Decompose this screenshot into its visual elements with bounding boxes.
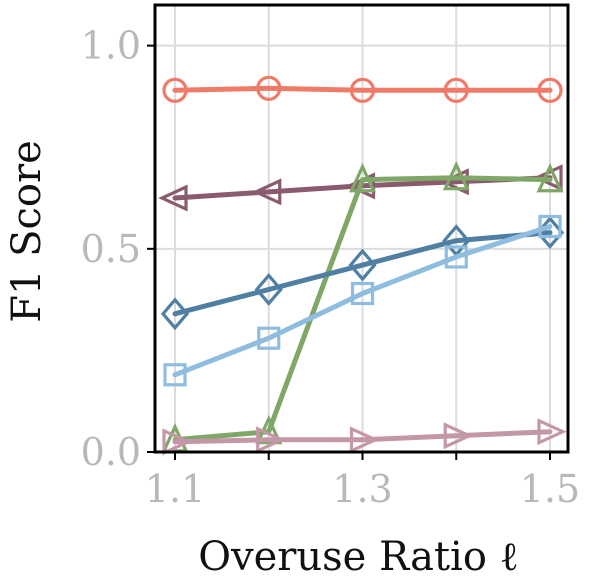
y-tick-label: 0.5 bbox=[81, 227, 141, 271]
x-tick-label: 1.5 bbox=[520, 467, 580, 511]
marker-triangle-right bbox=[443, 422, 474, 450]
marker-circle bbox=[443, 77, 469, 103]
ticks: 0.0 0.5 1.0 1.1 1.3 1.5 bbox=[81, 24, 581, 511]
series-line bbox=[172, 175, 553, 443]
series-line bbox=[172, 429, 553, 445]
marker-diamond bbox=[348, 248, 377, 282]
series-circle bbox=[162, 75, 563, 103]
x-axis-label: Overuse Ratio ℓ bbox=[198, 534, 519, 579]
marker-square bbox=[257, 326, 281, 350]
marker-triangle-left bbox=[251, 178, 282, 206]
marker-triangle-right bbox=[349, 426, 380, 454]
y-tick-label: 1.0 bbox=[81, 24, 141, 68]
series-layer bbox=[158, 75, 567, 456]
y-tick-label: 0.0 bbox=[81, 430, 141, 474]
marker-triangle-left bbox=[158, 184, 188, 212]
marker-circle bbox=[349, 77, 376, 103]
marker-square bbox=[163, 363, 187, 387]
marker-triangle-right bbox=[537, 418, 567, 446]
y-axis-label: F1 Score bbox=[4, 140, 50, 323]
marker-triangle-right bbox=[162, 428, 192, 456]
marker-diamond bbox=[254, 272, 283, 306]
marker-circle bbox=[256, 75, 282, 101]
series-line bbox=[172, 230, 553, 317]
marker-triangle-up bbox=[349, 162, 376, 193]
marker-circle bbox=[537, 77, 563, 103]
marker-circle bbox=[162, 77, 188, 103]
x-tick-label: 1.3 bbox=[332, 467, 392, 511]
marker-square bbox=[350, 281, 375, 306]
marker-triangle-right bbox=[256, 426, 286, 454]
series-line bbox=[172, 85, 553, 93]
series-triangle-right bbox=[162, 418, 567, 456]
marker-square bbox=[444, 245, 468, 269]
x-tick-label: 1.1 bbox=[145, 467, 205, 511]
marker-triangle-up bbox=[536, 162, 564, 193]
marker-square bbox=[538, 214, 562, 239]
marker-diamond bbox=[160, 297, 190, 331]
series-line bbox=[172, 224, 553, 378]
marker-triangle-up bbox=[442, 160, 470, 191]
grid bbox=[155, 5, 568, 453]
series-square bbox=[163, 214, 562, 387]
